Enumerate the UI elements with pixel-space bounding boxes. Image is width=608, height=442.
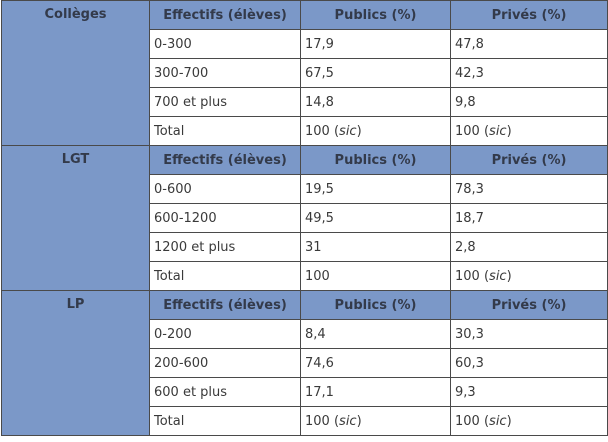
- cell-publics: 14,8: [300, 87, 451, 117]
- cell-prives: 9,8: [450, 87, 608, 117]
- total-row: Total 100 (sic) 100 (sic): [2, 116, 608, 146]
- column-header-effectifs: Effectifs (élèves): [149, 145, 301, 175]
- group-header-row: LGT Effectifs (élèves) Publics (%) Privé…: [1, 145, 608, 291]
- cell-effectifs: 600-1200: [149, 203, 301, 233]
- cell-effectifs: 0-600: [149, 174, 301, 204]
- cell-effectifs: 300-700: [149, 58, 301, 88]
- cell-effectifs: 0-300: [149, 29, 301, 59]
- cell-publics: 17,1: [300, 377, 451, 407]
- column-header-prives: Privés (%): [450, 145, 608, 175]
- cell-effectifs: 0-200: [149, 319, 301, 349]
- cell-publics: 19,5: [300, 174, 451, 204]
- column-header-prives: Privés (%): [450, 290, 608, 320]
- cell-total-label: Total: [149, 116, 301, 146]
- table-row: 1200 et plus 31 2,8: [2, 232, 608, 262]
- cell-total-prives: 100 (sic): [450, 116, 608, 146]
- cell-prives: 42,3: [450, 58, 608, 88]
- group-label: Collèges: [1, 0, 150, 146]
- cell-effectifs: 700 et plus: [149, 87, 301, 117]
- table-row: 0-300 17,9 47,8: [2, 29, 608, 59]
- cell-publics: 49,5: [300, 203, 451, 233]
- group-label: LP: [1, 290, 150, 436]
- cell-prives: 18,7: [450, 203, 608, 233]
- cell-total-prives: 100 (sic): [450, 406, 608, 436]
- cell-publics: 17,9: [300, 29, 451, 59]
- cell-publics: 67,5: [300, 58, 451, 88]
- cell-total-label: Total: [149, 261, 301, 291]
- cell-total-label: Total: [149, 406, 301, 436]
- cell-total-prives: 100 (sic): [450, 261, 608, 291]
- cell-total-publics: 100 (sic): [300, 406, 451, 436]
- cell-effectifs: 600 et plus: [149, 377, 301, 407]
- cell-total-publics: 100: [300, 261, 451, 291]
- column-header-prives: Privés (%): [450, 0, 608, 30]
- cell-prives: 60,3: [450, 348, 608, 378]
- cell-total-publics: 100 (sic): [300, 116, 451, 146]
- table-row: 300-700 67,5 42,3: [2, 58, 608, 88]
- cell-publics: 74,6: [300, 348, 451, 378]
- cell-publics: 8,4: [300, 319, 451, 349]
- group-header-row: LP Effectifs (élèves) Publics (%) Privés…: [1, 290, 608, 436]
- column-header-publics: Publics (%): [300, 0, 451, 30]
- group-header-row: Collèges Effectifs (élèves) Publics (%) …: [1, 0, 608, 146]
- cell-prives: 30,3: [450, 319, 608, 349]
- table-row: 0-200 8,4 30,3: [2, 319, 608, 349]
- column-header-effectifs: Effectifs (élèves): [149, 0, 301, 30]
- cell-effectifs: 1200 et plus: [149, 232, 301, 262]
- column-header-publics: Publics (%): [300, 290, 451, 320]
- cell-effectifs: 200-600: [149, 348, 301, 378]
- column-header-effectifs: Effectifs (élèves): [149, 290, 301, 320]
- table-row: 0-600 19,5 78,3: [2, 174, 608, 204]
- cell-prives: 78,3: [450, 174, 608, 204]
- cell-prives: 47,8: [450, 29, 608, 59]
- total-row: Total 100 (sic) 100 (sic): [2, 406, 608, 436]
- cell-prives: 2,8: [450, 232, 608, 262]
- table-row: 700 et plus 14,8 9,8: [2, 87, 608, 117]
- cell-publics: 31: [300, 232, 451, 262]
- cell-prives: 9,3: [450, 377, 608, 407]
- column-header-publics: Publics (%): [300, 145, 451, 175]
- group-label: LGT: [1, 145, 150, 291]
